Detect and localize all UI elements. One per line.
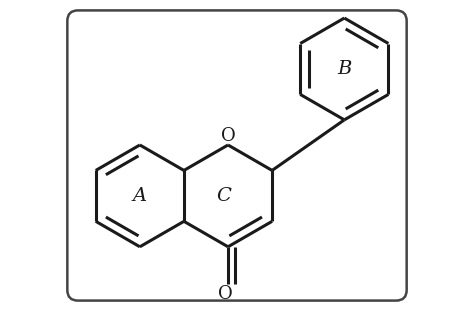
Text: O: O: [220, 127, 236, 145]
Text: C: C: [216, 187, 231, 205]
Text: B: B: [337, 60, 352, 78]
Text: O: O: [218, 285, 233, 303]
Text: A: A: [133, 187, 147, 205]
